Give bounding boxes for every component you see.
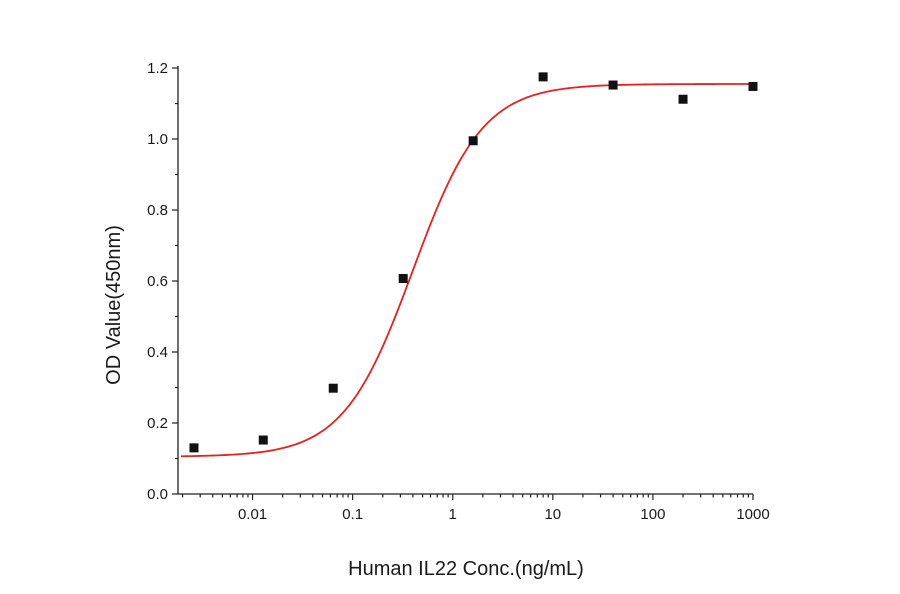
x-tick-label: 10: [544, 506, 561, 523]
data-point: [468, 136, 478, 146]
y-tick-label: 0.4: [147, 344, 168, 361]
fit-curve: [180, 83, 754, 458]
y-axis-ticks: 0.0 0.2 0.4 0.6 0.8 1.0 1.2: [147, 60, 178, 503]
y-tick-label: 0.0: [147, 486, 168, 503]
x-tick-label: 100: [640, 506, 665, 523]
data-point: [678, 94, 688, 104]
y-tick-label: 0.2: [147, 415, 168, 432]
y-tick-label: 0.8: [147, 202, 168, 219]
data-point: [398, 274, 408, 284]
x-tick-label: 0.01: [238, 506, 267, 523]
data-point: [189, 443, 199, 453]
y-tick-label: 1.2: [147, 60, 168, 77]
y-tick-label: 1.0: [147, 131, 168, 148]
x-axis-ticks: 0.01 0.1 1 10 100 1000: [181, 494, 770, 523]
x-axis-title: Human IL22 Conc.(ng/mL): [348, 558, 584, 580]
data-points: [189, 72, 758, 453]
data-point: [538, 72, 548, 82]
data-point: [608, 80, 618, 90]
x-tick-label: 1: [449, 506, 457, 523]
axes: [177, 66, 753, 495]
x-tick-label: 0.1: [342, 506, 363, 523]
data-point: [328, 383, 338, 393]
y-tick-label: 0.6: [147, 273, 168, 290]
y-axis-title: OD Value(450nm): [103, 225, 125, 385]
data-point: [748, 81, 758, 91]
data-point: [258, 435, 268, 445]
x-tick-label: 1000: [736, 506, 769, 523]
